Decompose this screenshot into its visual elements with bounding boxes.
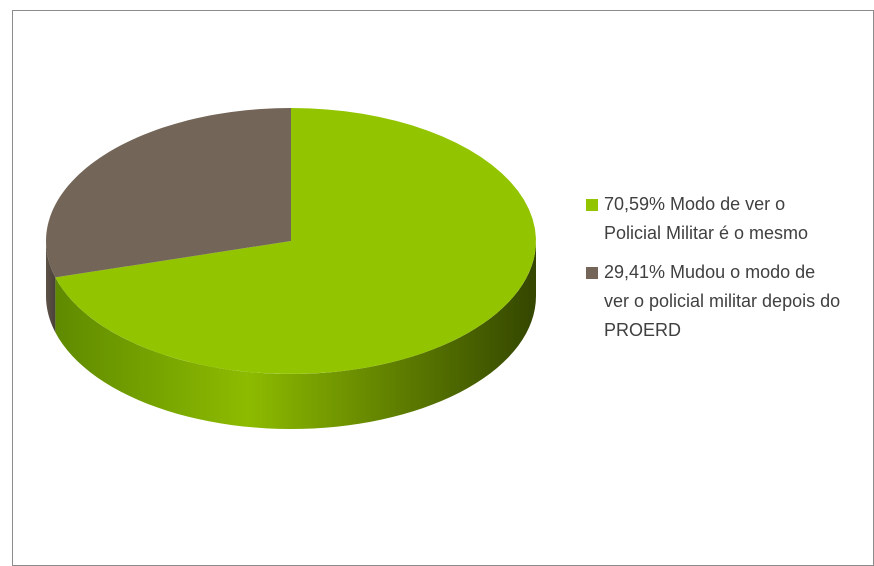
legend-label: 29,41% Mudou o modo de ver o policial mi…	[604, 262, 841, 340]
legend-swatch	[586, 267, 598, 279]
legend-label: 70,59% Modo de ver o Policial Militar é …	[604, 194, 809, 243]
pie-slice	[46, 108, 291, 278]
pie-side	[55, 241, 537, 429]
legend: 70,59% Modo de ver o Policial Militar é …	[586, 190, 856, 355]
legend-item: 70,59% Modo de ver o Policial Militar é …	[586, 190, 842, 248]
legend-swatch	[586, 199, 598, 211]
pie-slice	[55, 108, 536, 374]
legend-item: 29,41% Mudou o modo de ver o policial mi…	[586, 258, 842, 345]
pie-side	[46, 241, 56, 333]
